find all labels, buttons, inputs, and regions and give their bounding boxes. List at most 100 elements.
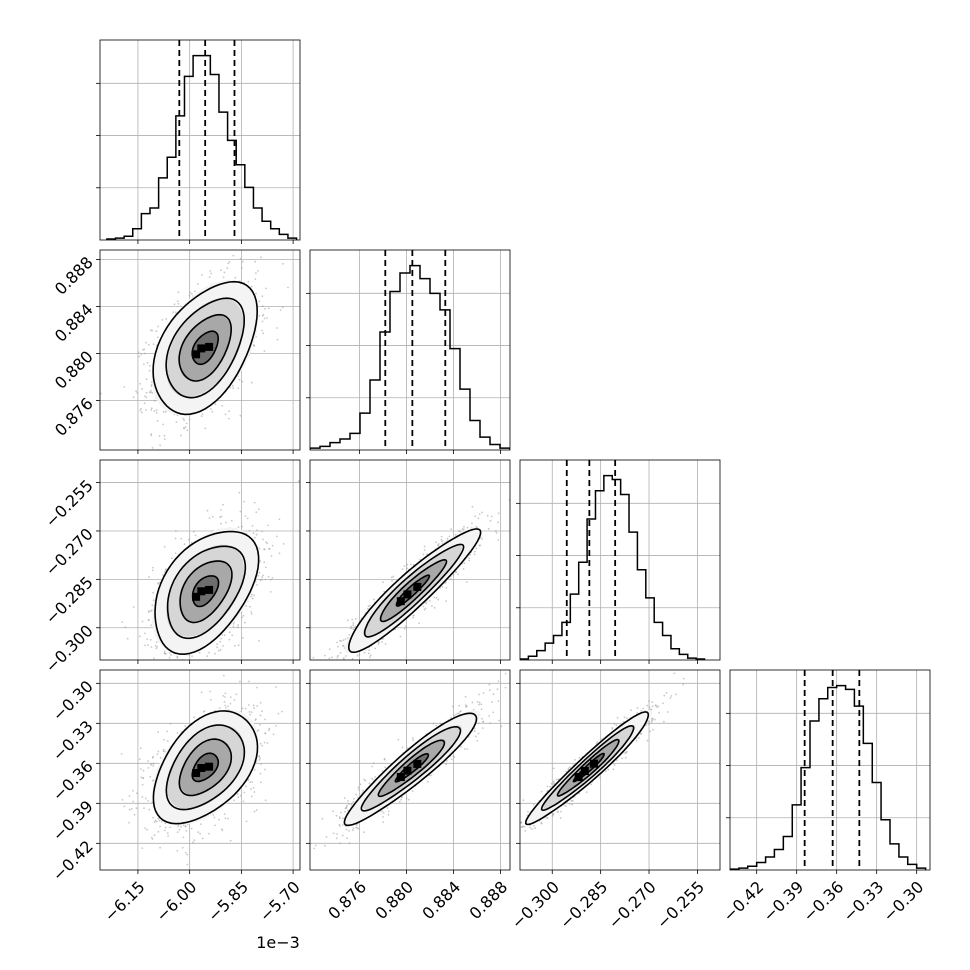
sample-point <box>147 767 150 769</box>
sample-point <box>344 810 346 813</box>
sample-point <box>481 538 483 540</box>
sample-point <box>222 695 225 697</box>
sample-point <box>185 422 188 425</box>
sample-point <box>363 831 365 834</box>
sample-point <box>445 587 448 589</box>
sample-point <box>186 429 189 432</box>
y-tick-label: −0.300 <box>41 621 96 676</box>
sample-point <box>218 707 221 709</box>
sample-point <box>451 705 454 708</box>
x-tick-label: 0.888 <box>466 877 512 923</box>
sample-point <box>211 515 214 518</box>
sample-point <box>239 257 242 260</box>
sample-point <box>224 707 227 709</box>
sample-point <box>347 619 349 622</box>
sample-point <box>257 270 259 272</box>
sample-point <box>210 408 212 410</box>
sample-point <box>224 696 226 698</box>
sample-point <box>337 645 339 648</box>
sample-point <box>190 541 193 544</box>
sample-point <box>158 435 161 437</box>
sample-point <box>348 633 351 636</box>
sample-point <box>227 817 230 820</box>
sample-point <box>271 577 274 579</box>
sample-point <box>435 541 437 544</box>
sample-point <box>231 384 234 387</box>
sample-point <box>123 805 126 808</box>
panel-frame <box>309 249 511 451</box>
sample-point <box>662 702 664 704</box>
sample-point <box>176 732 179 734</box>
sample-point <box>259 757 261 760</box>
sample-point <box>278 552 281 555</box>
sample-point <box>202 711 205 713</box>
sample-point <box>259 724 261 726</box>
sample-point <box>183 427 186 429</box>
sample-point <box>151 329 154 332</box>
sample-point <box>247 280 250 283</box>
sample-point <box>497 539 500 541</box>
sample-point <box>437 598 440 601</box>
sample-point <box>512 499 514 501</box>
sample-point <box>184 825 187 827</box>
sample-point <box>169 826 172 829</box>
sample-point <box>605 770 607 773</box>
sample-point <box>221 404 224 407</box>
sample-point <box>253 810 256 813</box>
sample-point <box>431 605 433 607</box>
sample-point <box>150 385 153 388</box>
sample-point <box>552 767 555 770</box>
sample-point <box>163 571 166 573</box>
sample-point <box>502 846 504 848</box>
sample-point <box>162 748 165 751</box>
sample-point <box>384 766 386 769</box>
sample-point <box>492 711 495 714</box>
sample-point <box>489 866 491 868</box>
sample-point <box>201 413 204 415</box>
sample-point <box>488 683 491 686</box>
sample-point <box>189 291 191 294</box>
sample-point <box>150 836 153 839</box>
sample-point <box>475 525 478 528</box>
sample-point <box>571 799 574 802</box>
sample-point <box>271 544 274 547</box>
sample-point <box>155 647 158 650</box>
sample-point <box>156 753 159 755</box>
sample-point <box>232 387 235 389</box>
sample-point <box>147 611 150 614</box>
sample-point <box>220 515 223 518</box>
sample-point <box>180 825 183 828</box>
sample-point <box>176 850 179 852</box>
sample-point <box>407 798 410 801</box>
x-tick-label: −0.42 <box>719 877 767 925</box>
sample-point <box>377 643 380 645</box>
sample-point <box>148 576 151 578</box>
sample-point <box>490 515 493 518</box>
sample-point <box>135 674 137 676</box>
sample-point <box>173 303 176 306</box>
sample-point <box>477 517 480 520</box>
sample-point <box>328 657 331 660</box>
sample-point <box>263 317 266 320</box>
sample-point <box>236 626 239 629</box>
sample-point <box>533 825 535 827</box>
sample-point <box>352 628 355 631</box>
panel-frame <box>99 39 301 241</box>
sample-point <box>209 270 212 272</box>
sample-point <box>256 584 258 586</box>
sample-point <box>440 535 443 538</box>
sample-point <box>188 294 191 297</box>
sample-point <box>211 410 214 413</box>
y-tick-label: 0.880 <box>51 347 97 393</box>
sample-point <box>382 812 385 814</box>
sample-point <box>406 563 409 566</box>
sample-point <box>339 825 341 827</box>
sample-point <box>656 706 658 708</box>
sample-point <box>132 606 135 608</box>
sample-point <box>651 705 654 708</box>
sample-point <box>159 444 162 447</box>
sample-point <box>275 725 277 727</box>
sample-point <box>152 599 155 602</box>
sample-point <box>454 571 457 573</box>
sample-point <box>126 637 129 640</box>
